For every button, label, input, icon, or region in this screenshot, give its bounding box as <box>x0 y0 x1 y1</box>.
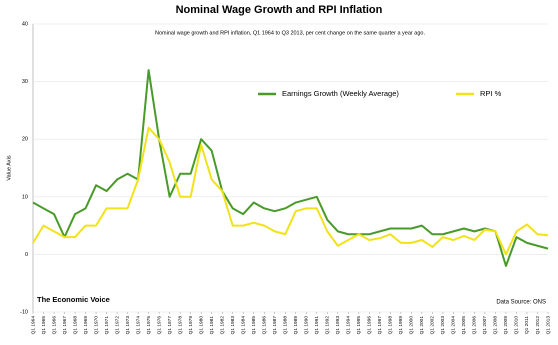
x-tick-label: Q1 2007 <box>482 316 488 335</box>
x-tick-label: Q1 1967 <box>62 316 68 335</box>
y-axis-label: Value Axis <box>6 155 12 181</box>
series-line <box>32 126 549 256</box>
x-tick-label: Q1 2010 <box>514 316 520 335</box>
x-tick-label: Q1 1973 <box>125 316 131 335</box>
x-tick-label: Q1 1987 <box>272 316 278 335</box>
x-tick-label: Q1 1972 <box>114 316 120 335</box>
x-tick-label: Q1 1983 <box>230 316 236 335</box>
x-tick-label: Q1 1985 <box>251 316 257 335</box>
x-tick-label: Q1 1988 <box>283 316 289 335</box>
x-tick-label: Q1 2004 <box>451 316 457 335</box>
x-tick-label: Q1 1990 <box>304 316 310 335</box>
y-tick-label: 10 <box>22 194 28 200</box>
x-tick-label: Q1 1997 <box>377 316 383 335</box>
x-tick-label: Q1 1995 <box>356 316 362 335</box>
x-tick-label: Q1 1989 <box>293 316 299 335</box>
y-tick-label: 0 <box>25 252 28 258</box>
x-tick-label: Q1 1974 <box>135 316 141 335</box>
x-tick-label: Q1 1993 <box>335 316 341 335</box>
x-tick-label: Q1 2009 <box>503 316 509 335</box>
series-line <box>32 69 549 267</box>
y-tick-label: 30 <box>22 79 28 85</box>
x-tick-label: Q1 1965 <box>41 316 47 335</box>
x-tick-label: Q1 1991 <box>314 316 320 335</box>
x-tick-label: Q1 1964 <box>30 316 36 335</box>
x-tick-label: Q1 1969 <box>83 316 89 335</box>
x-tick-label: Q1 1999 <box>398 316 404 335</box>
x-tick-label: Q1 1976 <box>156 316 162 335</box>
x-tick-label: Q1 1998 <box>388 316 394 335</box>
legend-label: Earnings Growth (Weekly Average) <box>282 89 399 98</box>
x-tick-label: Q1 1978 <box>177 316 183 335</box>
x-tick-label: Q1 1992 <box>325 316 331 335</box>
x-tick-label: Q1 1971 <box>104 316 110 335</box>
y-tick-label: -10 <box>20 309 28 315</box>
x-tick-label: Q1 1981 <box>209 316 215 335</box>
x-tick-label: Q1 1982 <box>219 316 225 335</box>
x-tick-label: Q1 1979 <box>188 316 194 335</box>
x-tick-label: Q1 1984 <box>240 316 246 335</box>
y-tick-label: 40 <box>22 21 28 27</box>
y-tick-label: 20 <box>22 137 28 143</box>
annotation: The Economic Voice <box>37 295 110 304</box>
x-tick-label: Q1 2005 <box>461 316 467 335</box>
x-tick-label: Q1 1994 <box>346 316 352 335</box>
x-tick-label: Q1 2000 <box>409 316 415 335</box>
x-tick-label: Q1 2013 <box>545 316 551 335</box>
x-tick-label: Q1 1996 <box>367 316 373 335</box>
x-tick-label: Q1 2011 <box>524 316 530 334</box>
x-tick-label: Q1 1975 <box>146 316 152 335</box>
x-tick-label: Q1 1968 <box>72 316 78 335</box>
x-tick-label: Q1 1970 <box>93 316 99 335</box>
chart-subtitle: Nominal wage growth and RPI inflation, Q… <box>155 30 425 36</box>
annotation: Data Source: ONS <box>496 300 546 306</box>
x-tick-label: Q1 1966 <box>51 316 57 335</box>
x-tick-label: Q1 2002 <box>430 316 436 335</box>
x-tick-label: Q1 2008 <box>493 316 499 335</box>
x-tick-label: Q1 1977 <box>167 316 173 335</box>
x-tick-label: Q1 2012 <box>535 316 541 335</box>
x-tick-label: Q1 1980 <box>198 316 204 335</box>
legend-label: RPI % <box>480 89 502 98</box>
x-tick-label: Q1 2006 <box>472 316 478 335</box>
chart-title: Nominal Wage Growth and RPI Inflation <box>176 4 383 16</box>
x-tick-label: Q1 2001 <box>419 316 425 335</box>
x-tick-label: Q1 2003 <box>440 316 446 335</box>
x-tick-label: Q1 1986 <box>261 316 267 335</box>
